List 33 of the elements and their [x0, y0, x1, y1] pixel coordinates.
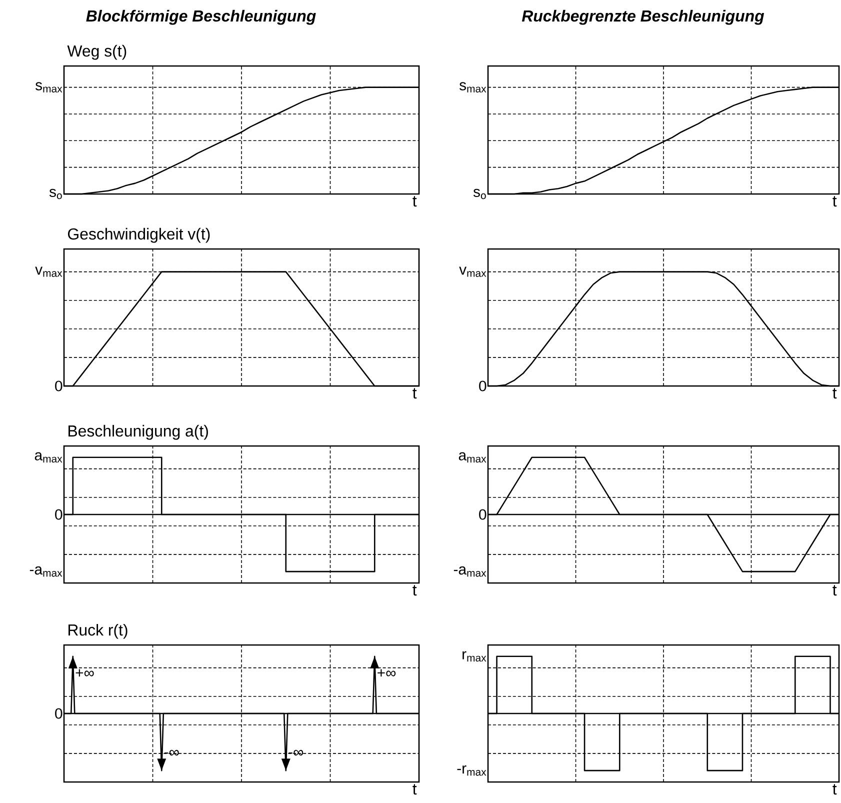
text: v$_{max}$	[35, 266, 62, 277]
text: -a$_{max}$	[454, 566, 486, 577]
x-axis-title: t	[832, 784, 837, 795]
text: a$_{max}$	[458, 452, 486, 463]
text: s$_{max}$	[460, 82, 486, 92]
chart-title: Beschleunigung a(t)	[68, 424, 208, 440]
x-axis-title: t	[832, 196, 837, 207]
chart-subtitle: Weg s(t)	[67, 44, 126, 60]
chart-title: Geschwindigkeit v(t)	[68, 228, 210, 243]
text: r$_{max}$	[462, 651, 486, 662]
text: 0	[55, 708, 62, 719]
x-axis-title: t	[412, 585, 417, 596]
x-axis-title: t	[832, 388, 837, 399]
annotation: +∞	[378, 669, 396, 677]
text: 0	[55, 380, 62, 392]
text: -a$_{max}$	[30, 566, 62, 577]
text: s$_{o}$	[473, 188, 486, 200]
chart-title: Ruckbegrenzte Beschleunigung	[522, 10, 764, 25]
x-axis-title: t	[412, 784, 417, 795]
x-axis-title: t	[412, 196, 417, 207]
text: v$_{max}$	[459, 266, 486, 277]
text: s$_{max}$	[36, 82, 62, 92]
text: s$_{o}$	[49, 188, 62, 200]
text: -r$_{max}$	[457, 765, 486, 776]
text: a$_{max}$	[34, 452, 62, 463]
text: 0	[479, 509, 486, 520]
x-axis-title: t	[832, 585, 837, 596]
chart-title: Ruck r(t)	[68, 624, 128, 639]
text: 0	[479, 380, 486, 392]
chart-title: Blockförmige Beschleunigung	[86, 10, 316, 25]
x-axis-title: t	[412, 388, 417, 399]
annotation: +∞	[76, 669, 94, 677]
text: 0	[55, 509, 62, 520]
